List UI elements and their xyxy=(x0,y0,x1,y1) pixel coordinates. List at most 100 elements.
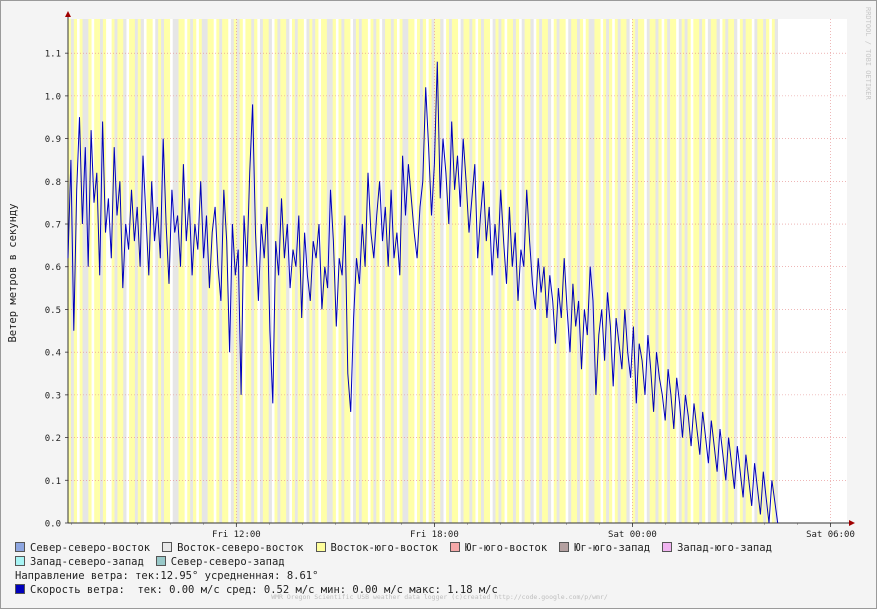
direction-band xyxy=(181,19,185,523)
direction-band xyxy=(646,19,651,523)
direction-band xyxy=(411,19,415,523)
direction-band xyxy=(774,19,778,523)
direction-band xyxy=(623,19,627,523)
direction-band xyxy=(492,19,496,523)
direction-band xyxy=(606,19,610,523)
direction-band xyxy=(649,19,653,523)
legend-swatch xyxy=(559,542,570,552)
direction-band xyxy=(681,19,685,523)
legend-item: Восток-юго-восток xyxy=(315,542,439,554)
direction-band xyxy=(678,19,682,523)
direction-band xyxy=(585,19,589,523)
legend-label: Запад-юго-запад xyxy=(677,542,772,554)
direction-band xyxy=(306,19,310,523)
x-tick-label: Fri 12:00 xyxy=(212,530,261,540)
direction-band xyxy=(527,19,531,523)
x-axis-arrow xyxy=(849,520,855,526)
legend-item: Север-северо-восток xyxy=(15,542,150,554)
side-note: RRDTOOL / TOBI OETIKER xyxy=(864,7,872,100)
direction-band xyxy=(163,19,168,523)
direction-band xyxy=(408,19,412,523)
direction-band xyxy=(451,19,456,523)
legend-item: Запад-северо-запад xyxy=(15,556,144,568)
direction-band xyxy=(515,19,520,523)
direction-band xyxy=(687,19,691,523)
direction-band xyxy=(722,19,726,523)
direction-band xyxy=(428,19,432,523)
direction-band xyxy=(239,19,243,523)
direction-band xyxy=(498,19,502,523)
direction-band xyxy=(655,19,659,523)
legend-label: Юг-юго-восток xyxy=(465,542,548,554)
direction-band xyxy=(437,19,441,523)
direction-band xyxy=(131,19,136,523)
direction-band xyxy=(268,19,272,523)
x-tick-label: Sat 00:00 xyxy=(608,530,657,540)
direction-band xyxy=(510,19,514,523)
legend-swatch xyxy=(15,542,25,552)
legend-label: Север-северо-восток xyxy=(30,542,151,554)
direction-band xyxy=(321,19,325,523)
direction-summary: Направление ветра: тек:12.95° усредненна… xyxy=(15,570,319,582)
direction-band xyxy=(399,19,403,523)
direction-band xyxy=(449,19,453,523)
legend-swatch xyxy=(162,542,173,552)
direction-band xyxy=(725,19,729,523)
direction-band xyxy=(155,19,159,523)
credit-line: WMR Oregon Scientific USB weather data l… xyxy=(271,593,608,601)
direction-band xyxy=(137,19,142,523)
legend-label: Восток-северо-восток xyxy=(177,542,304,554)
direction-band xyxy=(739,19,744,523)
y-tick-label: 0.0 xyxy=(45,520,61,530)
legend-swatch xyxy=(315,542,326,552)
direction-band xyxy=(638,19,642,523)
legend-label: Юг-юго-запад xyxy=(574,542,651,554)
direction-band xyxy=(140,19,144,523)
direction-band xyxy=(478,19,482,523)
direction-band xyxy=(434,19,438,523)
direction-band xyxy=(201,19,205,523)
direction-band xyxy=(85,19,89,523)
direction-band xyxy=(283,19,287,523)
legend-label: Восток-юго-восток xyxy=(330,542,439,554)
direction-band xyxy=(748,19,752,523)
wind-speed-line xyxy=(67,61,779,524)
legend-item: Юг-юго-запад xyxy=(559,542,650,554)
direction-band xyxy=(684,19,688,523)
y-tick-label: 0.3 xyxy=(45,391,61,401)
direction-band xyxy=(402,19,406,523)
direction-band xyxy=(361,19,365,523)
direction-band xyxy=(481,19,485,523)
direction-band xyxy=(393,19,397,523)
direction-band xyxy=(286,19,290,523)
y-tick-label: 0.6 xyxy=(45,263,61,273)
direction-band xyxy=(265,19,269,523)
legend-swatch xyxy=(155,556,166,566)
direction-band xyxy=(417,19,421,523)
direction-band xyxy=(608,19,613,523)
direction-bands xyxy=(68,19,847,523)
direction-band xyxy=(291,19,296,523)
direction-band xyxy=(614,19,619,523)
direction-band xyxy=(626,19,630,523)
direction-band xyxy=(259,19,264,523)
direction-band xyxy=(198,19,203,523)
direction-band xyxy=(175,19,179,523)
direction-band xyxy=(274,19,278,523)
legend-item: Запад-юго-запад xyxy=(662,542,772,554)
direction-band xyxy=(556,19,560,523)
direction-band xyxy=(204,19,208,523)
direction-band xyxy=(568,19,572,523)
direction-band xyxy=(707,19,712,523)
direction-band xyxy=(545,19,549,523)
direction-band xyxy=(405,19,409,523)
y-tick-labels: 0.0 0.1 0.2 0.3 0.4 0.5 0.6 0.7 0.8 0.9 1.0 1.1 xyxy=(45,50,68,530)
direction-band xyxy=(280,19,284,523)
direction-band xyxy=(382,19,386,523)
direction-band xyxy=(524,19,528,523)
legend-swatch xyxy=(662,542,673,552)
direction-band xyxy=(134,19,139,523)
direction-band xyxy=(710,19,714,523)
